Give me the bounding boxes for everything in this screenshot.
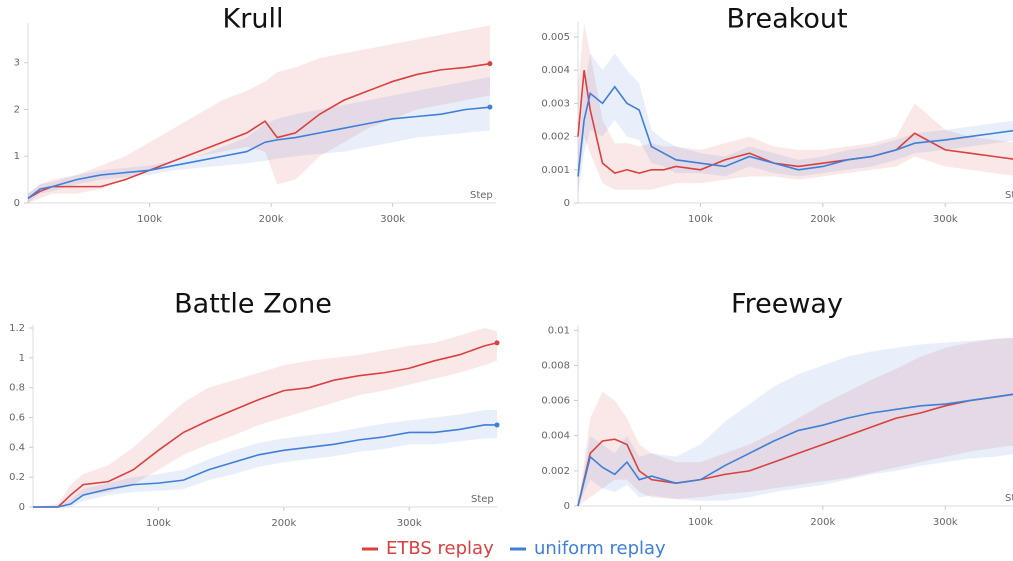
chart-title: Breakout	[726, 4, 847, 35]
x-tick-label: 300k	[933, 214, 958, 225]
x-tick-label: 200k	[259, 214, 284, 225]
y-tick-label: 0.6	[9, 412, 25, 423]
x-tick-label: 200k	[271, 518, 296, 529]
x-tick-label: 100k	[146, 518, 171, 529]
chart-title: Krull	[223, 4, 284, 35]
x-tick-label: 300k	[380, 214, 405, 225]
y-tick-label: 0.004	[541, 431, 570, 442]
x-tick-label: 300k	[397, 518, 422, 529]
band	[28, 25, 490, 203]
x-axis-label: Step	[1005, 190, 1013, 201]
band	[578, 337, 1013, 506]
x-axis-label: Step	[1005, 493, 1013, 504]
x-tick-label: 200k	[810, 517, 835, 528]
y-tick-label: 2	[14, 104, 20, 115]
x-tick-label: 100k	[688, 517, 713, 528]
y-tick-label: 1.2	[9, 323, 25, 334]
end-point	[494, 340, 500, 346]
y-tick-label: 0.001	[541, 165, 570, 176]
legend-label: ETBS replay	[386, 538, 494, 559]
y-tick-label: 0.003	[541, 98, 570, 109]
legend-label: uniform replay	[534, 538, 666, 559]
y-tick-label: 0.01	[548, 325, 570, 336]
band	[33, 327, 497, 507]
series-line	[33, 342, 498, 508]
y-tick-label: 0.4	[9, 442, 25, 453]
band	[33, 410, 497, 507]
series-line	[577, 393, 1013, 507]
y-tick-label: 0.004	[541, 65, 570, 76]
chart-title: Freeway	[731, 289, 843, 320]
y-tick-label: 0.006	[541, 396, 570, 407]
y-tick-label: 0.002	[541, 466, 570, 477]
y-tick-label: 0.005	[541, 32, 570, 43]
y-tick-label: 0	[564, 501, 570, 512]
x-tick-label: 200k	[810, 214, 835, 225]
band	[578, 337, 1013, 506]
y-tick-label: 0	[564, 198, 570, 209]
y-tick-label: 0.008	[541, 360, 570, 371]
y-tick-label: 0.8	[9, 383, 25, 394]
series-line	[33, 424, 497, 508]
x-tick-label: 100k	[688, 214, 713, 225]
y-tick-label: 1	[14, 151, 20, 162]
series-line	[27, 62, 491, 200]
end-point	[487, 104, 493, 110]
y-tick-label: 0	[19, 502, 25, 513]
band	[578, 23, 1013, 190]
end-point	[494, 422, 500, 428]
y-tick-label: 0.2	[9, 472, 25, 483]
series-line	[577, 70, 1013, 174]
y-tick-label: 3	[14, 58, 20, 69]
x-tick-label: 300k	[933, 517, 958, 528]
x-tick-label: 100k	[137, 214, 162, 225]
series-line	[27, 106, 490, 199]
y-tick-label: 0	[14, 198, 20, 209]
legend: ETBS replay uniform replay	[362, 538, 666, 559]
end-point	[487, 61, 493, 67]
series-line	[577, 393, 1013, 507]
x-axis-label: Step	[471, 494, 494, 505]
chart-title: Battle Zone	[174, 289, 332, 320]
x-axis-label: Step	[470, 190, 493, 201]
y-tick-label: 1	[19, 353, 25, 364]
series-line	[577, 85, 1013, 177]
y-tick-label: 0.002	[541, 132, 570, 143]
